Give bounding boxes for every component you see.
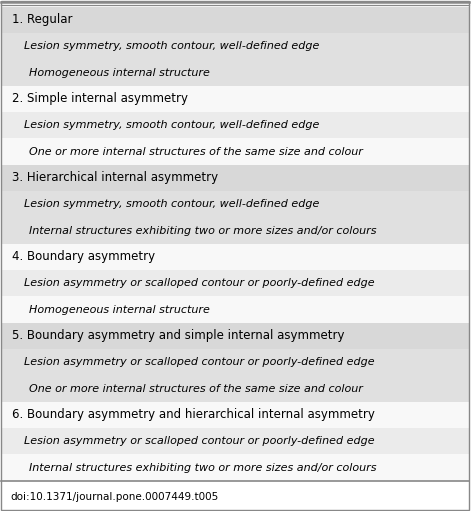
Text: Lesion asymmetry or scalloped contour or poorly-defined edge: Lesion asymmetry or scalloped contour or… [24, 357, 375, 367]
Bar [0, 270, 469, 296]
Bar [0, 86, 469, 112]
Text: One or more internal structures of the same size and colour: One or more internal structures of the s… [29, 384, 363, 393]
Text: 5. Boundary asymmetry and simple internal asymmetry: 5. Boundary asymmetry and simple interna… [12, 330, 345, 342]
Text: Internal structures exhibiting two or more sizes and/or colours: Internal structures exhibiting two or mo… [29, 226, 376, 236]
Text: 3. Hierarchical internal asymmetry: 3. Hierarchical internal asymmetry [12, 172, 219, 184]
Bar [0, 349, 469, 376]
Bar [0, 323, 469, 349]
Bar [0, 138, 469, 165]
Text: 4. Boundary asymmetry: 4. Boundary asymmetry [12, 250, 155, 264]
Text: 1. Regular: 1. Regular [12, 13, 73, 27]
Bar [0, 112, 469, 138]
Text: 2. Simple internal asymmetry: 2. Simple internal asymmetry [12, 92, 188, 105]
Bar [0, 218, 469, 244]
Text: 6. Boundary asymmetry and hierarchical internal asymmetry: 6. Boundary asymmetry and hierarchical i… [12, 408, 375, 422]
Text: Lesion symmetry, smooth contour, well-defined edge: Lesion symmetry, smooth contour, well-de… [24, 199, 319, 210]
Bar [0, 59, 469, 86]
Bar [0, 296, 469, 323]
Bar [0, 376, 469, 402]
Text: Lesion asymmetry or scalloped contour or poorly-defined edge: Lesion asymmetry or scalloped contour or… [24, 436, 375, 446]
Bar [0, 33, 469, 59]
Bar [0, 244, 469, 270]
Bar [0, 7, 469, 33]
Text: Lesion symmetry, smooth contour, well-defined edge: Lesion symmetry, smooth contour, well-de… [24, 41, 319, 51]
Bar [0, 428, 469, 454]
Bar [0, 402, 469, 428]
Bar [0, 165, 469, 191]
Text: Lesion symmetry, smooth contour, well-defined edge: Lesion symmetry, smooth contour, well-de… [24, 120, 319, 130]
Bar [0, 191, 469, 218]
Text: Internal structures exhibiting two or more sizes and/or colours: Internal structures exhibiting two or mo… [29, 462, 376, 473]
Text: Lesion asymmetry or scalloped contour or poorly-defined edge: Lesion asymmetry or scalloped contour or… [24, 278, 375, 288]
Text: Homogeneous internal structure: Homogeneous internal structure [29, 67, 210, 78]
Text: doi:10.1371/journal.pone.0007449.t005: doi:10.1371/journal.pone.0007449.t005 [10, 492, 219, 502]
Bar [0, 454, 469, 481]
Text: One or more internal structures of the same size and colour: One or more internal structures of the s… [29, 147, 363, 157]
Text: Homogeneous internal structure: Homogeneous internal structure [29, 305, 210, 315]
